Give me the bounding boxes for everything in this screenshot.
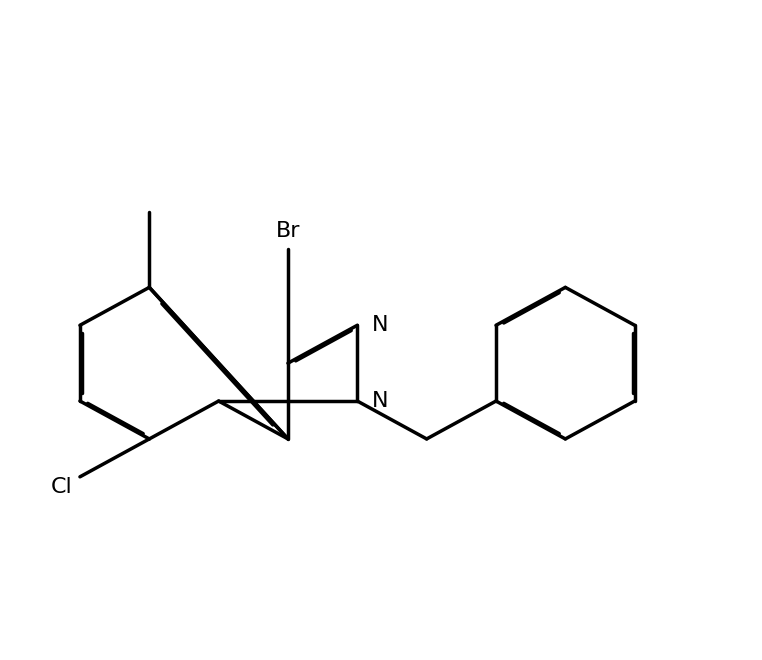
Text: Br: Br bbox=[276, 220, 300, 240]
Text: Cl: Cl bbox=[51, 477, 72, 497]
Text: N: N bbox=[372, 315, 388, 335]
Text: N: N bbox=[372, 391, 388, 411]
